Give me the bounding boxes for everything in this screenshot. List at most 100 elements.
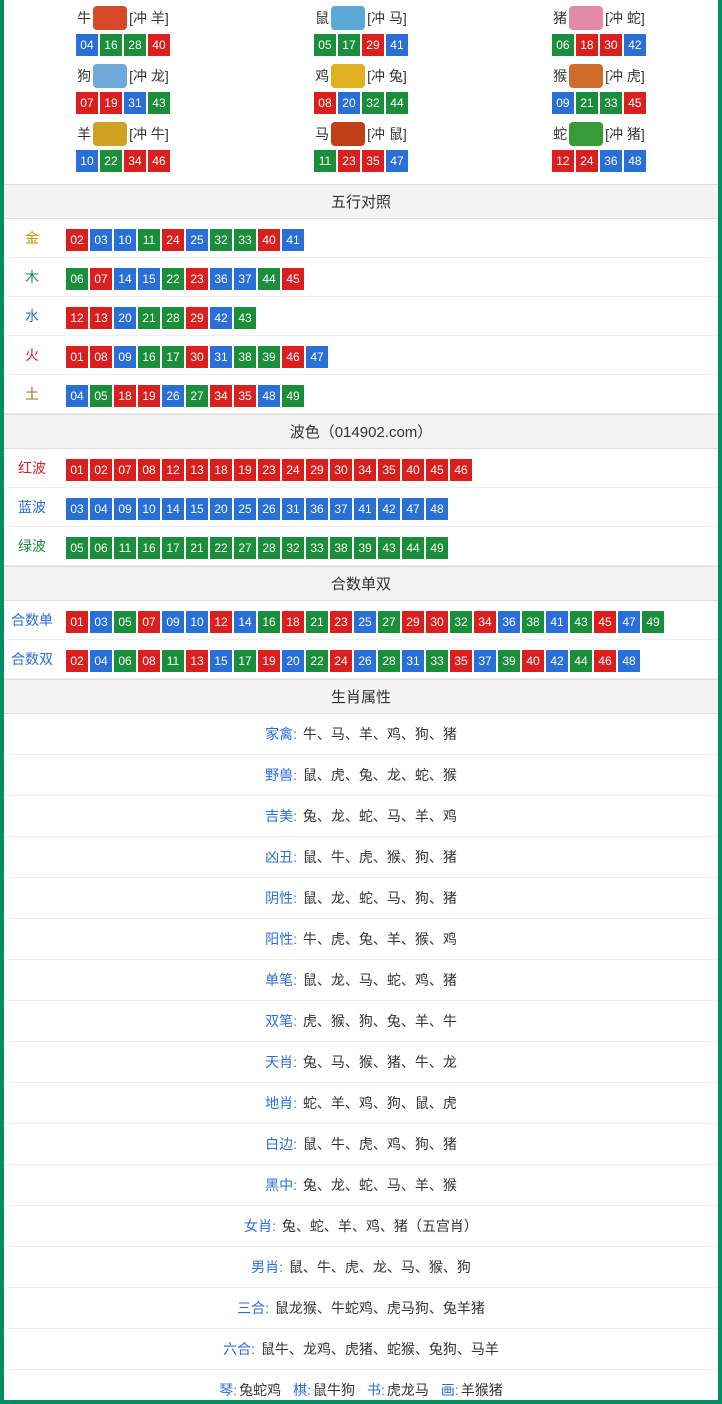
number-ball: 43 <box>570 611 592 633</box>
number-ball: 33 <box>234 229 256 251</box>
row-label: 土 <box>4 375 60 414</box>
table-row: 木06071415222336374445 <box>4 258 718 297</box>
zodiac-name: 鼠 <box>315 8 329 28</box>
number-ball: 05 <box>66 537 88 559</box>
attribute-key: 家禽: <box>265 726 297 742</box>
number-ball: 18 <box>576 34 598 56</box>
zodiac-animal-icon <box>93 122 127 146</box>
attribute-value: 鼠、牛、虎、龙、马、猴、狗 <box>285 1259 471 1275</box>
attribute-row: 家禽: 牛、马、羊、鸡、狗、猪 <box>4 714 718 755</box>
number-ball: 10 <box>186 611 208 633</box>
bose-table: 红波0102070812131819232429303435404546蓝波03… <box>4 449 718 566</box>
number-ball: 22 <box>100 150 122 172</box>
number-ball: 10 <box>114 229 136 251</box>
wuxing-table: 金02031011242532334041木060714152223363744… <box>4 219 718 414</box>
zodiac-conflict: [冲 猪] <box>605 124 645 144</box>
number-ball: 06 <box>114 650 136 672</box>
attribute-row: 黑中: 兔、龙、蛇、马、羊、猴 <box>4 1165 718 1206</box>
zodiac-name: 羊 <box>77 124 91 144</box>
number-ball: 24 <box>162 229 184 251</box>
attribute-value: 鼠、龙、蛇、马、狗、猪 <box>299 890 457 906</box>
number-ball: 11 <box>138 229 160 251</box>
number-ball: 33 <box>426 650 448 672</box>
number-ball: 24 <box>576 150 598 172</box>
number-ball: 24 <box>282 459 304 481</box>
footer-group-val: 羊猴猪 <box>461 1382 503 1398</box>
attribute-row: 三合: 鼠龙猴、牛蛇鸡、虎马狗、兔羊猪 <box>4 1288 718 1329</box>
number-ball: 34 <box>474 611 496 633</box>
attribute-row: 单笔: 鼠、龙、马、蛇、鸡、猪 <box>4 960 718 1001</box>
row-label: 合数单 <box>4 601 60 640</box>
attribute-value: 兔、龙、蛇、马、羊、猴 <box>299 1177 457 1193</box>
number-ball: 13 <box>90 307 112 329</box>
number-ball: 34 <box>210 385 232 407</box>
number-ball: 41 <box>386 34 408 56</box>
attribute-key: 六合: <box>223 1341 255 1357</box>
attribute-row: 双笔: 虎、猴、狗、兔、羊、牛 <box>4 1001 718 1042</box>
number-ball: 44 <box>402 537 424 559</box>
number-ball: 19 <box>100 92 122 114</box>
row-balls: 0103050709101214161821232527293032343638… <box>60 601 718 640</box>
number-ball: 23 <box>338 150 360 172</box>
row-label: 水 <box>4 297 60 336</box>
number-ball: 44 <box>386 92 408 114</box>
number-ball: 39 <box>258 346 280 368</box>
number-ball: 04 <box>66 385 88 407</box>
attribute-key: 天肖: <box>265 1054 297 1070</box>
section-header-wuxing: 五行对照 <box>4 184 718 219</box>
number-ball: 46 <box>282 346 304 368</box>
number-ball: 12 <box>162 459 184 481</box>
number-ball: 17 <box>234 650 256 672</box>
attribute-value: 鼠龙猴、牛蛇鸡、虎马狗、兔羊猪 <box>271 1300 485 1316</box>
number-ball: 31 <box>282 498 304 520</box>
number-ball: 29 <box>402 611 424 633</box>
attribute-value: 兔、龙、蛇、马、羊、鸡 <box>299 808 457 824</box>
attribute-key: 黑中: <box>265 1177 297 1193</box>
number-ball: 17 <box>162 537 184 559</box>
number-ball: 07 <box>114 459 136 481</box>
number-ball: 05 <box>90 385 112 407</box>
number-ball: 43 <box>148 92 170 114</box>
zodiac-animal-icon <box>93 6 127 30</box>
attribute-value: 蛇、羊、鸡、狗、鼠、虎 <box>299 1095 457 1111</box>
number-ball: 09 <box>114 346 136 368</box>
number-ball: 04 <box>76 34 98 56</box>
page-frame: 牛[冲 羊]04162840鼠[冲 马]05172941猪[冲 蛇]061830… <box>0 0 722 1404</box>
attribute-value: 牛、虎、兔、羊、猴、鸡 <box>299 931 457 947</box>
number-ball: 06 <box>90 537 112 559</box>
number-ball: 13 <box>186 459 208 481</box>
number-ball: 41 <box>546 611 568 633</box>
zodiac-cell: 鼠[冲 马]05172941 <box>242 4 480 62</box>
table-row: 合数单0103050709101214161821232527293032343… <box>4 601 718 640</box>
row-balls: 0108091617303138394647 <box>60 336 718 375</box>
number-ball: 35 <box>234 385 256 407</box>
number-ball: 42 <box>378 498 400 520</box>
attribute-value: 兔、马、猴、猪、牛、龙 <box>299 1054 457 1070</box>
number-ball: 27 <box>186 385 208 407</box>
attribute-value: 鼠、虎、兔、龙、蛇、猴 <box>299 767 457 783</box>
number-ball: 28 <box>378 650 400 672</box>
attribute-key: 男肖: <box>251 1259 283 1275</box>
zodiac-conflict: [冲 蛇] <box>605 8 645 28</box>
row-label: 合数双 <box>4 640 60 679</box>
number-ball: 28 <box>124 34 146 56</box>
zodiac-name: 狗 <box>77 66 91 86</box>
footer-group-key: 琴: <box>219 1382 237 1398</box>
attribute-row: 女肖: 兔、蛇、羊、鸡、猪（五宫肖） <box>4 1206 718 1247</box>
number-ball: 07 <box>90 268 112 290</box>
zodiac-cell: 猴[冲 虎]09213345 <box>480 62 718 120</box>
number-ball: 43 <box>234 307 256 329</box>
heshu-table: 合数单0103050709101214161821232527293032343… <box>4 601 718 679</box>
attribute-row: 白边: 鼠、牛、虎、鸡、狗、猪 <box>4 1124 718 1165</box>
attribute-key: 阳性: <box>265 931 297 947</box>
zodiac-name: 牛 <box>77 8 91 28</box>
number-ball: 25 <box>354 611 376 633</box>
number-ball: 42 <box>210 307 232 329</box>
row-balls: 02031011242532334041 <box>60 219 718 258</box>
number-ball: 46 <box>450 459 472 481</box>
number-ball: 21 <box>306 611 328 633</box>
table-row: 绿波05061116172122272832333839434449 <box>4 527 718 566</box>
attribute-row: 六合: 鼠牛、龙鸡、虎猪、蛇猴、兔狗、马羊 <box>4 1329 718 1370</box>
number-ball: 36 <box>498 611 520 633</box>
number-ball: 42 <box>624 34 646 56</box>
